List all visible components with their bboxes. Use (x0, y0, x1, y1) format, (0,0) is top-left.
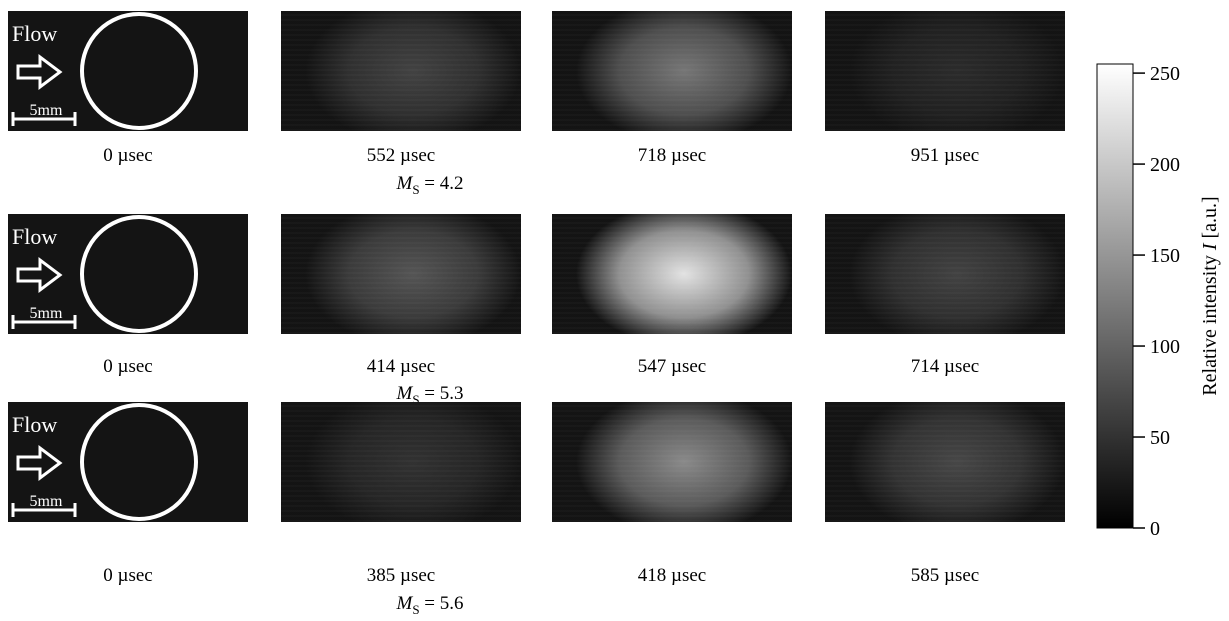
cylinder-outline (82, 14, 196, 128)
scale-label: 5mm (30, 493, 63, 510)
colorbar-tick-label: 100 (1150, 336, 1180, 358)
time-label: 414 µsec (281, 356, 521, 378)
time-label: 714 µsec (825, 356, 1065, 378)
cylinder-outline (82, 217, 196, 331)
flow-arrow (18, 260, 60, 290)
image-panel (825, 214, 1065, 334)
colorbar-tick-label: 0 (1150, 518, 1160, 540)
image-panel (552, 402, 792, 522)
image-panel (281, 402, 521, 522)
mach-value: = 5.6 (424, 593, 463, 614)
time-label: 585 µsec (825, 565, 1065, 587)
reference-frame: Flow 5mm (8, 402, 248, 522)
image-panel (281, 11, 521, 131)
label-text: Relative intensity (1199, 255, 1221, 396)
colorbar-tick-label: 50 (1150, 427, 1170, 449)
time-label: 0 µsec (8, 145, 248, 167)
colorbar-tick-label: 250 (1150, 63, 1180, 85)
image-panel: Flow 5mm (8, 402, 248, 522)
image-panel (281, 214, 521, 334)
flow-arrow (18, 57, 60, 87)
image-panel (552, 214, 792, 334)
image-panel (825, 11, 1065, 131)
scale-label: 5mm (30, 305, 63, 322)
time-label: 418 µsec (552, 565, 792, 587)
colorbar-tick-label: 200 (1150, 154, 1180, 176)
time-label: 0 µsec (8, 356, 248, 378)
scale-label: 5mm (30, 102, 63, 119)
label-unit: [a.u.] (1199, 196, 1221, 238)
flow-label: Flow (12, 412, 57, 437)
flow-label: Flow (12, 21, 57, 46)
image-panel (825, 402, 1065, 522)
time-label: 0 µsec (8, 565, 248, 587)
mach-value: = 4.2 (424, 173, 463, 194)
time-label: 951 µsec (825, 145, 1065, 167)
time-label: 552 µsec (281, 145, 521, 167)
image-panel: Flow 5mm (8, 11, 248, 131)
mach-subscript: S (412, 602, 419, 617)
flow-label: Flow (12, 224, 57, 249)
cylinder-outline (82, 405, 196, 519)
mach-symbol: M (396, 593, 412, 614)
colorbar-tick-label: 150 (1150, 245, 1180, 267)
colorbar-label: Relative intensity I [a.u.] (1199, 196, 1221, 395)
mach-label: MS = 4.2 (330, 173, 530, 198)
mach-symbol: M (396, 383, 412, 404)
figure: Relative intensity I [a.u.] 0 50 100 150 200… (0, 0, 1229, 621)
mach-label: MS = 5.6 (330, 593, 530, 618)
image-panel: Flow 5mm (8, 214, 248, 334)
time-label: 547 µsec (552, 356, 792, 378)
flow-arrow (18, 448, 60, 478)
time-label: 718 µsec (552, 145, 792, 167)
mach-value: = 5.3 (424, 383, 463, 404)
mach-subscript: S (412, 182, 419, 197)
reference-frame: Flow 5mm (8, 11, 248, 131)
label-symbol: I (1199, 242, 1221, 251)
colorbar-gradient (1097, 64, 1133, 528)
time-label: 385 µsec (281, 565, 521, 587)
image-panel (552, 11, 792, 131)
reference-frame: Flow 5mm (8, 214, 248, 334)
mach-symbol: M (396, 173, 412, 194)
